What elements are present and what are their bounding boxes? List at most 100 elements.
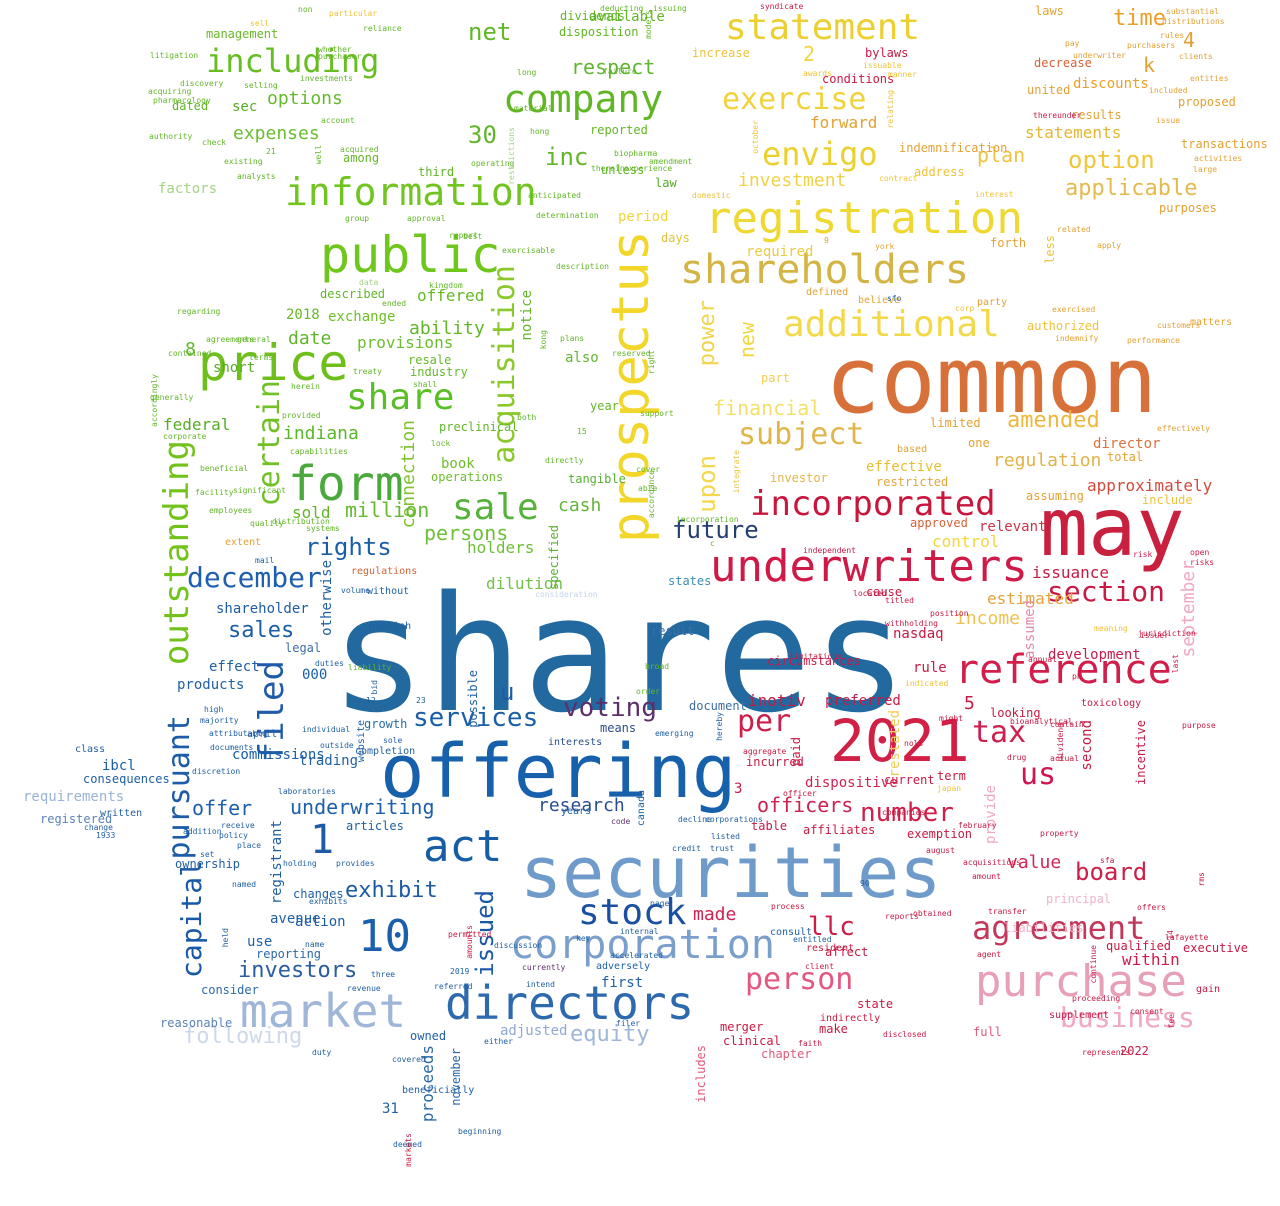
word-exercise: exercise [722,82,867,117]
word-looking: looking [990,706,1041,720]
word-articles: articles [346,819,404,833]
word-reporting: reporting [256,947,322,961]
word-approval: approval [407,214,446,223]
word-japan: japan [937,784,962,793]
word-3: 3 [734,781,743,797]
word-period: period [618,209,669,225]
word-investment: investment [738,170,847,191]
word-proceeding: proceeding [1072,994,1121,1003]
word-documents: documents [210,743,254,752]
word-held: held [221,928,230,948]
word-distribution: distribution [272,517,330,526]
word-1933: 1933 [96,831,116,840]
word-particular: particular [329,9,378,18]
word-registered: registered [40,812,113,826]
word-9: 9 [824,236,829,245]
word-indiana: indiana [283,423,359,444]
word-offering: offering [380,729,737,815]
word-adversely: adversely [596,961,651,972]
word-equity: equity [570,1022,650,1047]
word-years: years [561,806,592,817]
word-company: company [503,77,664,121]
word-underwriters: underwriters [710,541,1028,592]
word-tax: tax [972,715,1027,750]
word-reasonable: reasonable [160,1016,233,1030]
word-income: income [955,608,1021,629]
word-research: research [538,795,625,816]
word-believe: believe [858,295,901,306]
word-effect: effect [209,659,260,675]
word-material: material [514,104,553,113]
word-purchase: purchase [975,956,1187,1007]
word-information: information [285,170,537,214]
word-executive: executive [1183,941,1249,955]
word-price: price [198,334,349,392]
word-corporations: corporations [705,815,763,824]
word-paid: paid [789,737,803,766]
word-terms: terms [249,353,274,362]
word-client: client [805,962,834,971]
word-result: result [651,624,695,638]
word-beneficial: beneficial [200,464,249,473]
word-power: power [695,300,720,367]
word-april: april [247,729,278,740]
word-emerging: emerging [655,729,694,738]
word-hong: hong [530,127,550,136]
word-broad: broad [645,662,670,671]
word-distributions: distributions [1162,17,1225,26]
word-entitled: entitled [793,935,832,944]
word-total: total [1107,450,1144,464]
word-plans: plans [560,334,585,343]
word-laboratories: laboratories [278,787,336,796]
word-sec: sec [232,99,258,115]
word-investors: investors [238,958,358,983]
word-2: 2 [803,42,816,66]
word-also: also [565,350,599,366]
word-provides: provides [336,859,375,868]
word-issue: issue [1156,116,1181,125]
word-substantial: substantial [1166,7,1219,16]
word-defined: defined [806,287,849,298]
word-sale: sale [452,487,539,528]
word-jurisdiction: jurisdiction [1138,629,1196,638]
word-ended: ended [382,299,407,308]
word-notice: notice [519,290,535,341]
word-described: described [320,287,386,301]
word-voting: voting [563,693,657,723]
word-pursuant: pursuant [162,715,197,860]
word-among: among [343,151,380,165]
word-include: include [1142,493,1193,507]
word-november: november [449,1048,463,1106]
word-check: check [202,138,227,147]
word-rule: rule [913,660,947,676]
word-page: page [650,899,670,908]
word-time: time [1113,6,1166,31]
word-whether: whether [318,45,352,54]
word-8: 8 [185,339,196,360]
word-2019: 2019 [450,967,470,976]
word-property: property [1040,829,1079,838]
word-investor: investor [770,471,828,485]
word-volume: volume [341,586,370,595]
word-exercisable: exercisable [502,246,555,255]
word-both: both [517,413,537,422]
word-duties: duties [315,659,344,668]
word-exhibits: exhibits [309,897,348,906]
word-management: management [206,27,279,41]
word-experience: experience [624,164,673,173]
word-value: value [1007,852,1062,873]
word-law: law [655,176,677,190]
word-short: short [213,360,256,376]
word-might: might [939,714,964,723]
word-merger: merger [720,1020,764,1034]
word-tangible: tangible [568,472,626,486]
word-purposes: purposes [1159,201,1217,215]
word-employees: employees [209,506,253,515]
word-authorized: authorized [1027,319,1100,333]
word-annual: annual [1028,655,1057,664]
word-contract: contract [879,174,918,183]
word-class: class [75,744,106,755]
word-avenue: avenue [270,911,321,927]
word-discussion: discussion [494,941,543,950]
word-effectively: effectively [1157,424,1210,433]
